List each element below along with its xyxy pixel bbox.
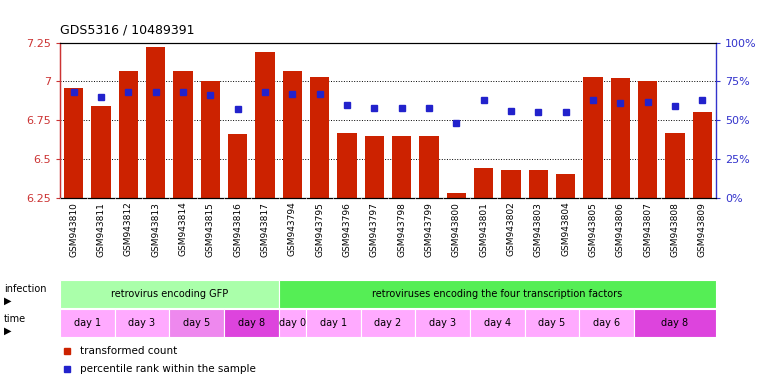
Bar <box>310 77 330 198</box>
Bar <box>524 310 579 338</box>
Bar <box>365 136 384 198</box>
Text: GSM943801: GSM943801 <box>479 202 488 257</box>
Text: GSM943811: GSM943811 <box>97 202 106 257</box>
Bar <box>64 88 83 198</box>
Text: day 2: day 2 <box>374 318 402 328</box>
Bar <box>115 310 170 338</box>
Text: GSM943804: GSM943804 <box>561 202 570 257</box>
Text: day 4: day 4 <box>484 318 511 328</box>
Bar <box>228 134 247 198</box>
Bar <box>279 280 716 308</box>
Bar <box>584 77 603 198</box>
Bar <box>224 310 279 338</box>
Text: GDS5316 / 10489391: GDS5316 / 10489391 <box>60 24 195 37</box>
Text: day 3: day 3 <box>429 318 457 328</box>
Text: GSM943807: GSM943807 <box>643 202 652 257</box>
Bar <box>170 310 224 338</box>
Text: percentile rank within the sample: percentile rank within the sample <box>80 364 256 374</box>
Bar <box>201 81 220 198</box>
Text: GSM943808: GSM943808 <box>670 202 680 257</box>
Text: GSM943803: GSM943803 <box>533 202 543 257</box>
Text: day 5: day 5 <box>183 318 210 328</box>
Text: day 0: day 0 <box>279 318 306 328</box>
Bar <box>91 106 110 198</box>
Bar <box>146 47 165 198</box>
Bar <box>579 310 634 338</box>
Text: retroviruses encoding the four transcription factors: retroviruses encoding the four transcrip… <box>372 288 622 299</box>
Text: GSM943809: GSM943809 <box>698 202 707 257</box>
Text: infection: infection <box>4 285 46 295</box>
Text: GSM943815: GSM943815 <box>205 202 215 257</box>
Text: transformed count: transformed count <box>80 346 177 356</box>
Text: GSM943814: GSM943814 <box>179 202 187 257</box>
Text: GSM943797: GSM943797 <box>370 202 379 257</box>
Bar <box>611 78 630 198</box>
Bar <box>256 52 275 198</box>
Bar <box>556 174 575 198</box>
Text: day 1: day 1 <box>74 318 101 328</box>
Text: GSM943794: GSM943794 <box>288 202 297 257</box>
Text: GSM943810: GSM943810 <box>69 202 78 257</box>
Bar <box>693 113 712 198</box>
Text: GSM943817: GSM943817 <box>260 202 269 257</box>
Text: GSM943800: GSM943800 <box>452 202 461 257</box>
Bar <box>119 71 138 198</box>
Text: time: time <box>4 314 26 324</box>
Bar <box>419 136 438 198</box>
Text: GSM943806: GSM943806 <box>616 202 625 257</box>
Bar <box>361 310 416 338</box>
Bar <box>634 310 716 338</box>
Text: day 8: day 8 <box>237 318 265 328</box>
Bar <box>638 81 658 198</box>
Bar <box>474 168 493 198</box>
Text: day 5: day 5 <box>538 318 565 328</box>
Text: GSM943796: GSM943796 <box>342 202 352 257</box>
Bar <box>337 132 357 198</box>
Text: GSM943799: GSM943799 <box>425 202 434 257</box>
Text: GSM943805: GSM943805 <box>588 202 597 257</box>
Text: retrovirus encoding GFP: retrovirus encoding GFP <box>110 288 228 299</box>
Text: day 8: day 8 <box>661 318 689 328</box>
Bar <box>665 132 685 198</box>
Text: ▶: ▶ <box>4 296 11 306</box>
Text: day 1: day 1 <box>320 318 347 328</box>
Text: GSM943812: GSM943812 <box>124 202 133 257</box>
Bar <box>174 71 193 198</box>
Text: GSM943816: GSM943816 <box>233 202 242 257</box>
Text: day 3: day 3 <box>129 318 155 328</box>
Bar <box>392 136 411 198</box>
Text: ▶: ▶ <box>4 326 11 336</box>
Bar <box>279 310 306 338</box>
Bar <box>60 310 115 338</box>
Text: GSM943813: GSM943813 <box>151 202 160 257</box>
Text: GSM943798: GSM943798 <box>397 202 406 257</box>
Bar <box>306 310 361 338</box>
Bar <box>416 310 470 338</box>
Bar <box>501 170 521 198</box>
Bar <box>60 280 279 308</box>
Text: day 6: day 6 <box>593 318 620 328</box>
Text: GSM943795: GSM943795 <box>315 202 324 257</box>
Bar <box>447 193 466 198</box>
Bar <box>470 310 524 338</box>
Bar <box>529 170 548 198</box>
Bar <box>283 71 302 198</box>
Text: GSM943802: GSM943802 <box>507 202 515 257</box>
